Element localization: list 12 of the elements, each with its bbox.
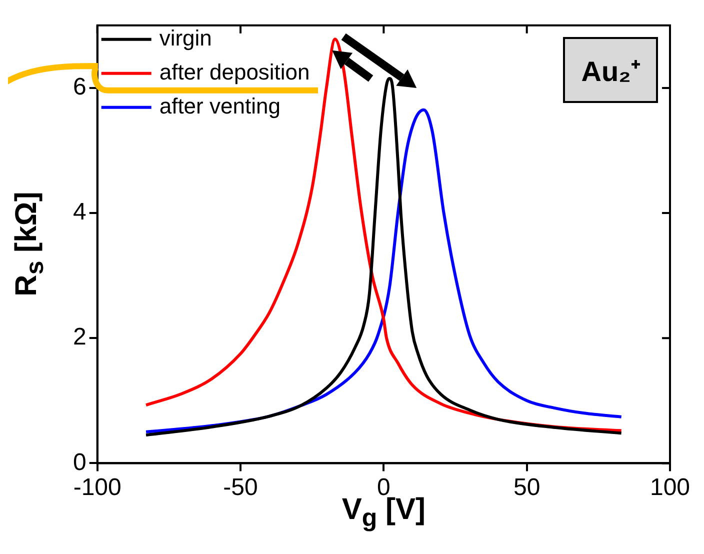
legend-label: virgin xyxy=(159,25,212,50)
y-tick-label: 6 xyxy=(72,74,86,101)
x-tick-label: 50 xyxy=(513,474,540,502)
x-tick-label: -50 xyxy=(223,474,258,502)
legend-label: after deposition xyxy=(159,59,310,84)
x-tick-label: 100 xyxy=(650,474,690,502)
y-tick-label: 0 xyxy=(72,448,86,476)
legend-label: after venting xyxy=(159,93,280,118)
y-tick-label: 4 xyxy=(72,198,86,226)
y-tick-label: 2 xyxy=(72,324,86,351)
annotation: Au₂⁺ xyxy=(563,37,658,104)
x-tick-label: -100 xyxy=(73,474,122,502)
